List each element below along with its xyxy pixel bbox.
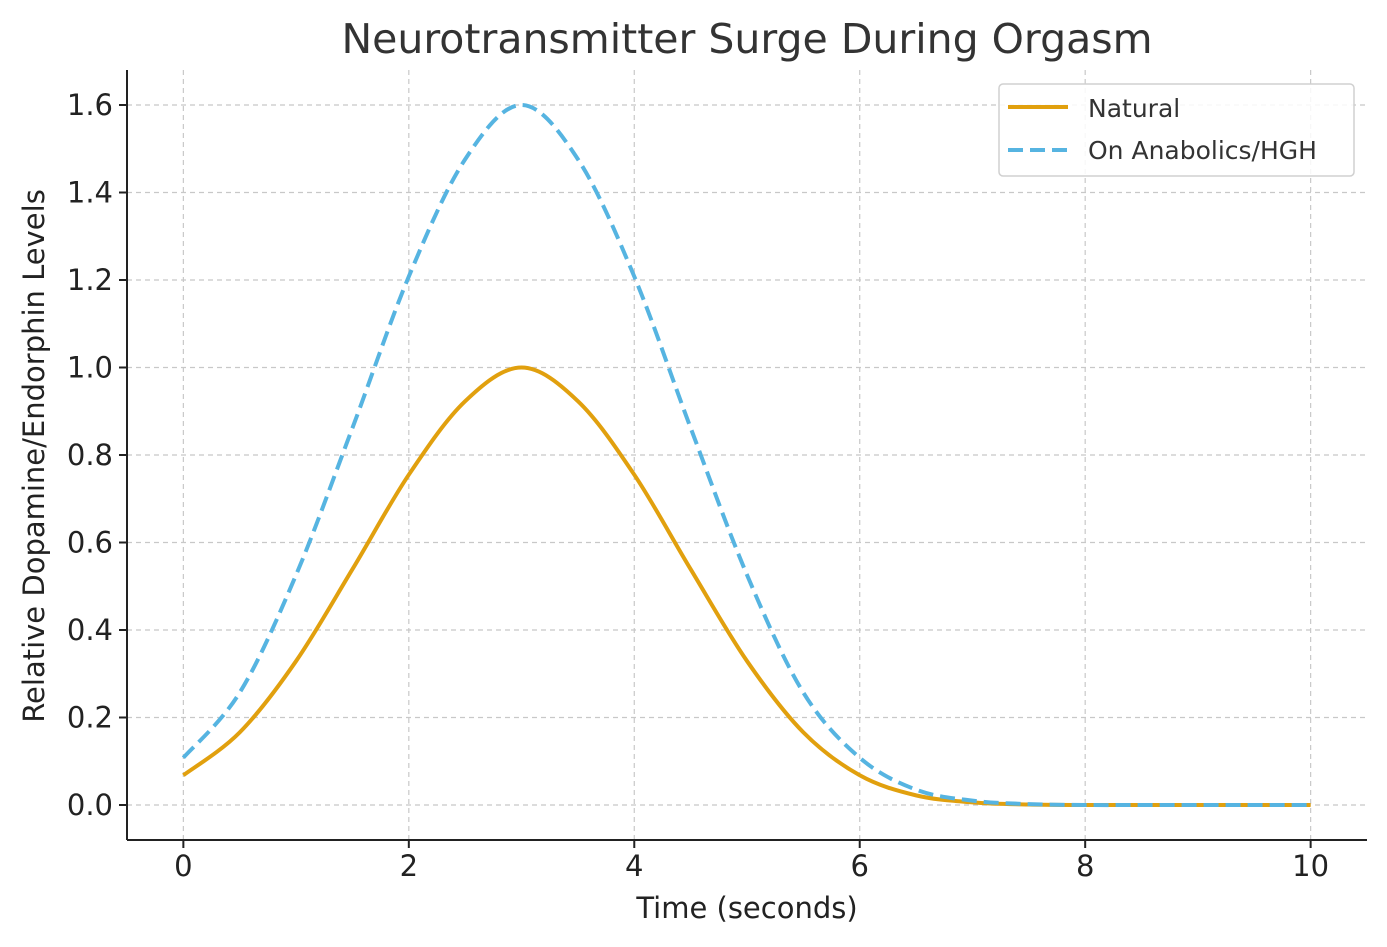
series-line-anabolics-hgh xyxy=(181,103,1311,808)
y-tick-label: 0.8 xyxy=(67,438,113,472)
x-tick-label: 2 xyxy=(400,849,418,883)
series-line-natural xyxy=(182,365,1311,808)
x-tick-label: 8 xyxy=(1076,849,1094,883)
chart-title: Neurotransmitter Surge During Orgasm xyxy=(341,15,1152,63)
y-tick-label: 0.2 xyxy=(67,701,113,735)
legend: Natural On Anabolics/HGH xyxy=(998,83,1355,177)
legend-box xyxy=(998,83,1355,177)
gridlines xyxy=(127,70,1367,840)
y-tick-label: 1.4 xyxy=(67,176,113,210)
y-tick-label: 1.2 xyxy=(67,263,113,297)
x-tick-label: 4 xyxy=(625,849,643,883)
legend-label-anabolics-hgh: On Anabolics/HGH xyxy=(1088,136,1317,165)
y-tick-label: 1.0 xyxy=(67,351,113,385)
y-ticks: 0.0 0.2 0.4 0.6 0.8 1.0 1.2 1.4 1.6 xyxy=(67,88,127,822)
x-tick-label: 6 xyxy=(851,849,869,883)
x-axis-label: Time (seconds) xyxy=(635,891,857,925)
x-tick-label: 10 xyxy=(1292,849,1329,883)
x-tick-label: 0 xyxy=(174,849,192,883)
y-tick-label: 0.0 xyxy=(67,788,113,822)
legend-label-natural: Natural xyxy=(1088,94,1180,123)
y-tick-label: 1.6 xyxy=(67,88,113,122)
y-tick-label: 0.6 xyxy=(67,526,113,560)
y-axis-label: Relative Dopamine/Endorphin Levels xyxy=(17,189,51,723)
y-tick-label: 0.4 xyxy=(67,613,113,647)
x-ticks: 0 2 4 6 8 10 xyxy=(174,840,1329,883)
plot-area xyxy=(181,103,1311,808)
